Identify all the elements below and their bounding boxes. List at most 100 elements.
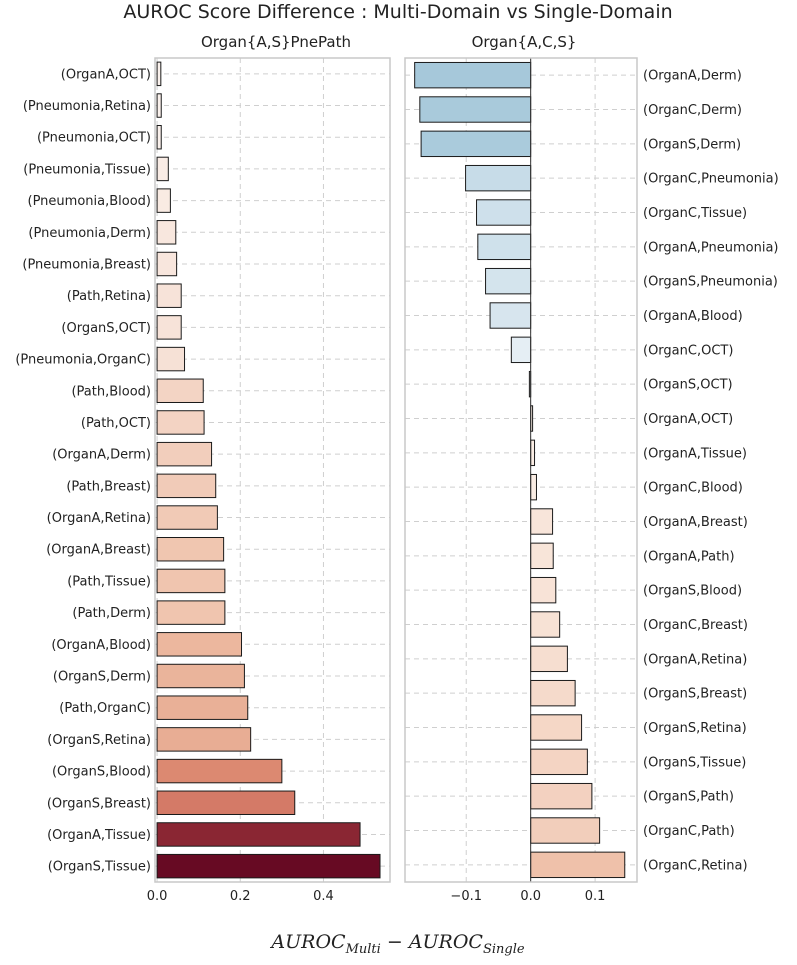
left-bar-3 [156,156,169,182]
left-bar-18 [156,632,243,657]
right-bar-7 [489,302,532,329]
right-bar-14 [530,542,554,570]
right-bar-1 [419,96,532,123]
right-xtick-label-1: 0.0 [520,889,541,904]
left-bar-22 [156,758,283,784]
panel-left-title: Organ{A,S}PnePath [201,33,351,51]
xlabel-operator: − [381,931,409,953]
right-bar-20 [530,748,588,776]
left-category-label-13: (Path,Breast) [66,479,151,494]
xlabel-main-a: AUROC [269,931,346,953]
left-bar-7 [156,283,182,308]
right-panel-frame [404,57,638,883]
left-category-label-20: (Path,OrganC) [59,701,151,716]
right-bar-21 [530,782,593,810]
right-bar-5 [477,233,532,261]
right-category-label-9: (OrganS,OCT) [643,378,733,393]
right-bar-13 [530,508,554,535]
right-category-label-7: (OrganA,Blood) [643,309,743,324]
left-category-label-21: (OrganS,Retina) [47,733,151,748]
left-bar-5 [156,220,177,245]
left-category-label-18: (OrganA,Blood) [51,638,151,653]
right-bar-6 [485,267,532,295]
left-category-label-1: (Pneumonia,Retina) [23,99,151,114]
right-bar-4 [476,199,532,226]
right-bar-17 [530,645,568,673]
right-category-label-12: (OrganC,Blood) [643,481,743,496]
right-bar-22 [530,817,601,844]
left-xtick-label-1: 0.2 [230,889,251,904]
right-category-label-5: (OrganA,Pneumonia) [643,240,779,255]
left-xtick-label-2: 0.4 [313,889,334,904]
chart-title: AUROC Score Difference : Multi-Domain vs… [123,1,672,23]
left-panel-frame [154,57,391,883]
left-bar-21 [156,727,252,752]
left-category-label-24: (OrganA,Tissue) [47,828,151,843]
right-bar-23 [530,851,626,879]
right-category-label-14: (OrganA,Path) [643,549,735,564]
right-bar-15 [530,576,557,604]
left-category-label-17: (Path,Derm) [72,606,151,621]
right-category-label-21: (OrganS,Path) [643,790,734,805]
right-category-label-6: (OrganS,Pneumonia) [643,275,778,290]
left-category-label-4: (Pneumonia,Blood) [28,194,152,209]
right-bar-16 [530,611,561,638]
left-bar-0 [156,61,162,87]
right-xtick-label-0: −0.1 [450,889,482,904]
right-category-label-19: (OrganS,Retina) [643,721,747,736]
left-category-label-14: (OrganA,Retina) [47,511,151,526]
left-category-label-25: (OrganS,Tissue) [48,860,151,875]
left-category-label-5: (Pneumonia,Derm) [28,226,151,241]
left-category-label-9: (Pneumonia,OrganC) [15,353,151,368]
left-category-label-7: (Path,Retina) [67,289,151,304]
left-category-label-11: (Path,OCT) [81,416,151,431]
right-category-label-4: (OrganC,Tissue) [643,206,747,221]
left-bar-8 [156,315,182,340]
left-bar-2 [156,125,162,150]
xlabel-sub-a: Multi [345,942,381,957]
left-bar-15 [156,537,225,562]
right-category-label-2: (OrganS,Derm) [643,137,741,152]
right-category-label-13: (OrganA,Breast) [643,515,748,530]
xlabel-main-b: AUROC [407,931,484,953]
right-category-label-22: (OrganC,Path) [643,824,735,839]
right-category-label-1: (OrganC,Derm) [643,103,742,118]
right-bar-2 [420,130,532,158]
right-bar-3 [465,164,532,192]
left-bar-14 [156,505,218,530]
right-category-label-0: (OrganA,Derm) [643,69,742,84]
right-category-label-17: (OrganA,Retina) [643,652,747,667]
xlabel-sub-b: Single [483,942,525,957]
left-bar-20 [156,695,249,720]
right-category-label-8: (OrganC,OCT) [643,343,733,358]
left-category-label-23: (OrganS,Breast) [47,796,151,811]
left-category-label-15: (OrganA,Breast) [46,543,151,558]
left-category-label-2: (Pneumonia,OCT) [37,131,151,146]
left-bar-11 [156,410,205,435]
left-bar-23 [156,790,296,815]
right-bar-19 [530,714,583,741]
right-category-label-23: (OrganC,Retina) [643,858,748,873]
right-category-label-10: (OrganA,OCT) [643,412,733,427]
left-category-label-0: (OrganA,OCT) [61,67,151,82]
left-bar-17 [156,600,226,625]
left-bar-4 [156,188,171,213]
left-category-label-19: (OrganS,Derm) [53,670,151,685]
right-bar-11 [530,439,536,467]
right-bar-12 [530,473,537,501]
x-axis-label: AUROCMulti − AUROCSingle [269,931,524,957]
right-category-label-16: (OrganC,Breast) [643,618,748,633]
right-bar-18 [530,679,576,707]
right-category-label-20: (OrganS,Tissue) [643,755,746,770]
left-bar-25 [156,853,381,879]
left-bar-9 [156,346,186,372]
left-category-label-22: (OrganS,Blood) [52,765,151,780]
left-xtick-label-0: 0.0 [147,889,168,904]
left-bar-16 [156,568,226,594]
left-bar-10 [156,378,204,403]
panel-right-title: Organ{A,C,S} [472,33,577,51]
left-category-label-10: (Path,Blood) [71,384,151,399]
left-bar-12 [156,441,213,467]
